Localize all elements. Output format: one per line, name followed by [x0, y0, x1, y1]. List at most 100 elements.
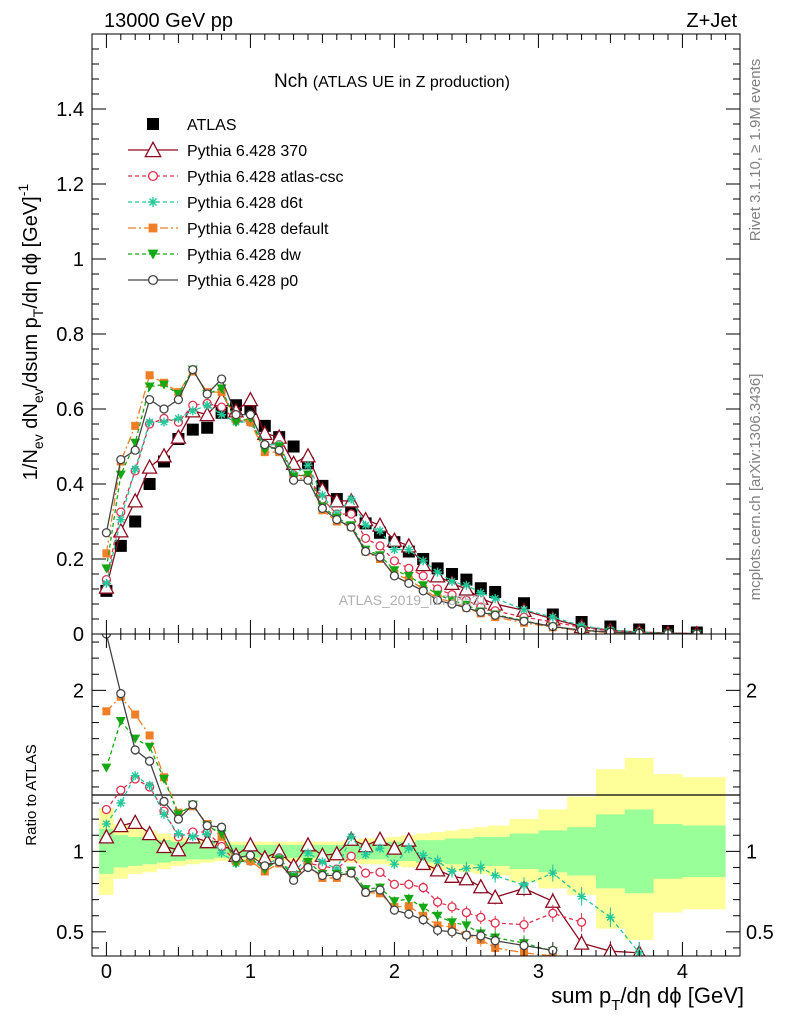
ratio-point-d6t	[317, 857, 327, 867]
ratio-point-d6t	[361, 850, 371, 860]
ratio-plot-frame	[91, 633, 741, 957]
main-y-tick-label: 0	[73, 624, 84, 646]
main-point-atlascsc	[389, 556, 400, 566]
ratio-point-p0	[332, 870, 342, 881]
ratio-point-d6t	[577, 891, 587, 901]
process-label: Z+Jet	[686, 10, 737, 32]
ratio-point-atlascsc	[389, 879, 400, 890]
mcplots-reference-label: mcplots.cern.ch [arXiv:1306.3436]	[747, 374, 764, 601]
ratio-point-d6t	[404, 843, 414, 853]
main-point-p0	[159, 404, 169, 414]
ratio-point-d6t	[101, 819, 111, 829]
ratio-point-d6t	[476, 862, 486, 872]
main-point-d6t	[418, 556, 428, 566]
ratio-point-d6t	[548, 868, 558, 878]
ratio-point-p0	[519, 940, 529, 951]
ratio-point-atlascsc	[519, 919, 529, 930]
legend-item-ATLAS: ATLAS	[147, 117, 237, 134]
axes-ticks: 0 0.2 0.4 0.6 0.8 1 1.2 1.4 0 1 2 3 4 0.5 0.5 1 1 2 2	[56, 33, 774, 983]
legend-label-p370: Pythia 6.428 370	[187, 143, 307, 160]
main-line-dw	[105, 368, 697, 634]
main-point-atlascsc	[360, 533, 371, 544]
ratio-point-dw	[115, 716, 126, 726]
main-point-d6t	[217, 410, 227, 420]
ratio-point-p0	[317, 870, 328, 881]
ratio-point-p0	[260, 861, 270, 871]
main-point-ATLAS	[201, 421, 214, 434]
ratio-point-dw	[303, 857, 313, 867]
main-point-d6t	[461, 580, 471, 590]
ratio-point-p370	[170, 841, 187, 857]
main-point-p0	[202, 389, 212, 399]
main-y-tick-label: 1	[73, 249, 84, 271]
main-point-p0	[173, 394, 184, 405]
main-point-d6t	[188, 406, 198, 416]
main-point-p0	[144, 394, 155, 405]
main-point-default	[102, 549, 111, 558]
ratio-uncertainty-bands	[99, 757, 726, 940]
main-point-p370	[328, 492, 345, 508]
ratio-point-p370	[487, 888, 504, 904]
main-point-d6t	[404, 545, 414, 555]
main-point-ATLAS	[446, 568, 458, 580]
main-point-p0	[231, 409, 241, 420]
main-point-dw	[144, 382, 155, 392]
ratio-point-p0	[389, 905, 400, 915]
main-point-d6t	[159, 417, 169, 427]
x-tick-label: 0	[101, 961, 112, 983]
ratio-point-p0	[490, 936, 500, 946]
ratio-plot-series	[98, 634, 646, 956]
ratio-point-atlascsc	[101, 804, 112, 815]
ratio-y-tick-label-right: 2	[746, 680, 757, 702]
ratio-point-dw	[144, 742, 155, 752]
main-point-p0	[404, 578, 414, 589]
ratio-y-tick-label-right: 1	[746, 841, 757, 863]
main-point-atlascsc	[346, 509, 356, 519]
ratio-point-p0	[231, 853, 241, 863]
main-point-dw	[101, 564, 112, 574]
main-point-d6t	[361, 520, 371, 530]
legend-label-p0: Pythia 6.428 p0	[187, 273, 298, 290]
main-point-atlascsc	[404, 563, 414, 574]
main-point-p0	[476, 607, 486, 617]
ratio-point-d6t	[188, 832, 198, 842]
ratio-point-p370	[573, 934, 590, 950]
ratio-point-d6t	[519, 880, 529, 890]
ratio-point-d6t	[303, 848, 313, 858]
ratio-point-p0	[476, 931, 486, 941]
x-axis-label: sum pT/dη dϕ [GeV]	[551, 983, 744, 1014]
main-point-p0	[332, 514, 342, 525]
legend-marker-default	[148, 223, 158, 233]
main-point-p0	[216, 374, 227, 384]
legend-label-atlascsc: Pythia 6.428 atlas-csc	[187, 169, 344, 186]
rivet-version-label: Rivet 3.1.10, ≥ 1.9M events	[747, 59, 764, 242]
main-point-p370	[127, 492, 144, 508]
main-point-d6t	[548, 612, 558, 622]
ratio-y-tick-label: 2	[73, 680, 84, 702]
ratio-point-d6t	[217, 848, 227, 858]
main-point-dw	[389, 566, 400, 576]
main-point-p0	[260, 439, 270, 450]
main-point-d6t	[116, 515, 126, 525]
main-point-p0	[130, 445, 140, 455]
ratio-band-inner	[99, 809, 726, 894]
ratio-point-d6t	[389, 859, 399, 869]
main-point-ATLAS	[186, 423, 199, 436]
legend-marker-p370	[144, 140, 162, 158]
ratio-series-p0	[101, 634, 558, 956]
ratio-point-d6t	[447, 866, 457, 876]
ratio-y-tick-label: 0.5	[56, 922, 84, 944]
main-y-tick-label: 1.4	[56, 99, 84, 121]
main-point-p0	[303, 475, 313, 485]
ratio-point-dw	[432, 911, 443, 921]
ratio-point-d6t	[202, 829, 212, 839]
legend-marker-dw	[147, 249, 159, 260]
main-point-d6t	[317, 490, 327, 500]
main-y-tick-label: 0.6	[56, 399, 84, 421]
legend-marker-atlascsc	[147, 170, 159, 182]
ratio-point-p0	[360, 887, 371, 898]
main-point-p0	[317, 503, 328, 514]
ratio-point-atlascsc	[346, 851, 356, 861]
legend-item-default: Pythia 6.428 default	[128, 221, 329, 238]
main-point-p0	[346, 522, 356, 532]
